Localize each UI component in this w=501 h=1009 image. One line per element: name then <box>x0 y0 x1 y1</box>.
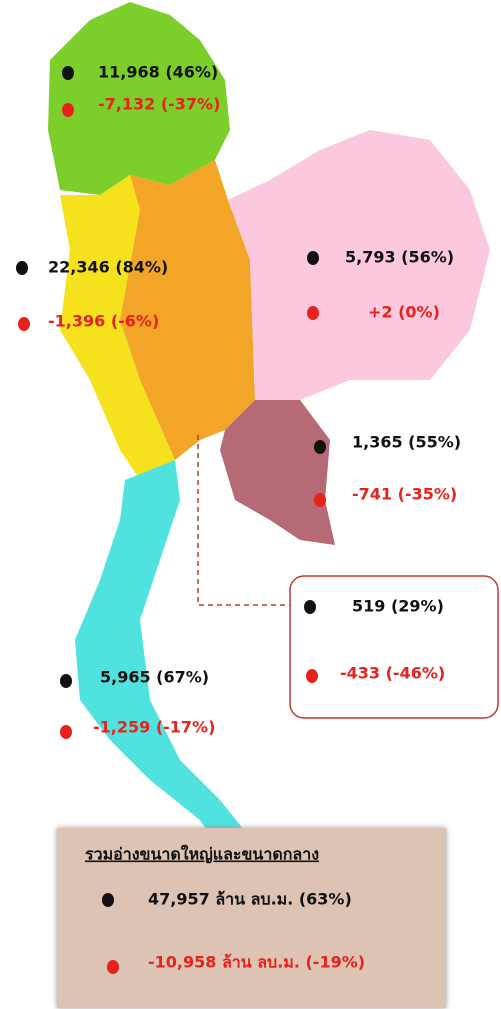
change-label: +2 (0%) <box>368 303 440 322</box>
callout-line <box>197 435 290 606</box>
black-dot <box>60 674 72 688</box>
volume-label: 5,965 (67%) <box>100 668 209 687</box>
change-label: -1,396 (-6%) <box>48 312 159 331</box>
change-label: -1,259 (-17%) <box>93 718 215 737</box>
change-label: -7,132 (-37%) <box>98 95 220 114</box>
volume-label: 5,793 (56%) <box>345 248 454 267</box>
red-dot <box>60 725 72 739</box>
red-dot <box>306 669 318 683</box>
region-north <box>48 2 230 195</box>
region-west <box>60 175 175 480</box>
black-dot <box>16 261 28 275</box>
volume-label: 11,968 (46%) <box>98 63 218 82</box>
black-dot <box>307 251 319 265</box>
black-dot <box>304 600 316 614</box>
summary-volume: 47,957 ล้าน ลบ.ม. (63%) <box>148 890 352 909</box>
red-dot <box>18 317 30 331</box>
region-south <box>75 460 280 900</box>
region-northeast <box>228 130 490 400</box>
region-central <box>120 160 255 460</box>
red-dot <box>107 960 119 974</box>
change-label: -741 (-35%) <box>352 485 457 504</box>
red-dot <box>62 103 74 117</box>
black-dot <box>62 66 74 80</box>
volume-label: 519 (29%) <box>352 597 444 616</box>
summary-box <box>57 828 446 1008</box>
black-dot <box>102 893 114 907</box>
volume-label: 22,346 (84%) <box>48 258 168 277</box>
summary-title: รวมอ่างขนาดใหญ่และขนาดกลาง <box>85 845 319 865</box>
red-dot <box>314 493 326 507</box>
region-east <box>220 400 335 545</box>
red-dot <box>307 306 319 320</box>
summary-change: -10,958 ล้าน ลบ.ม. (-19%) <box>148 953 365 972</box>
callout-box <box>289 575 499 719</box>
volume-label: 1,365 (55%) <box>352 433 461 452</box>
change-label: -433 (-46%) <box>340 664 445 683</box>
black-dot <box>314 440 326 454</box>
